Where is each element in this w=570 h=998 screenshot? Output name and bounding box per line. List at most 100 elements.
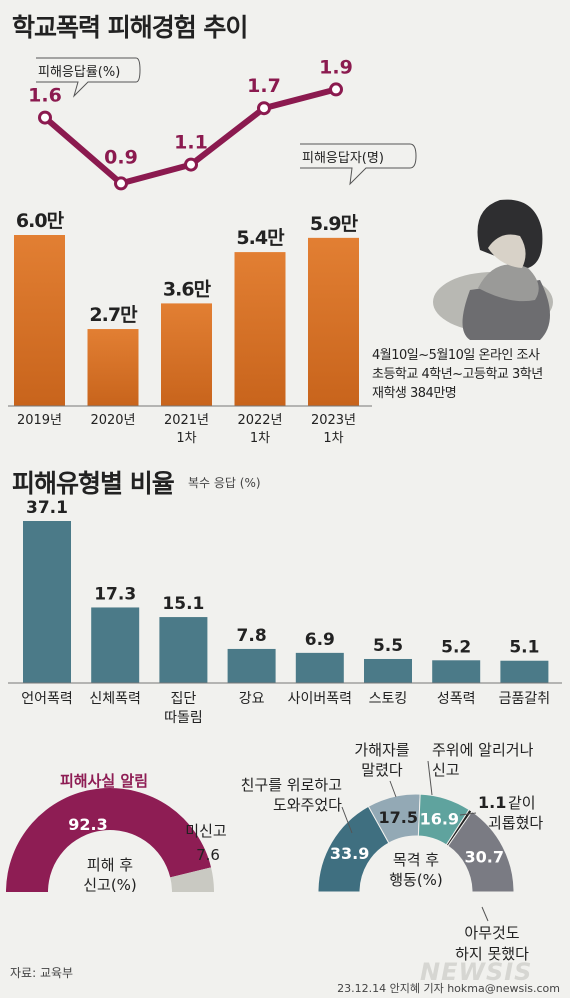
- x-tick-label: 1차: [176, 431, 196, 446]
- x-tick-label: 강요: [239, 691, 265, 707]
- count-bar: [14, 235, 65, 406]
- action-slice-label: 아무것도: [464, 924, 519, 942]
- count-bar-label: 2.7만: [89, 304, 138, 326]
- action-leader-line: [459, 812, 477, 816]
- action-center-label: 행동(%): [389, 871, 443, 889]
- x-tick-label: 언어폭력: [21, 691, 73, 707]
- type-bar: [364, 658, 412, 683]
- x-tick-label: 2022년: [237, 413, 282, 428]
- type-bar: [432, 660, 481, 683]
- x-tick-label: 금품갈취: [499, 691, 551, 707]
- crying-student-illustration: [433, 199, 553, 340]
- type-bar-label: 5.1: [509, 638, 539, 658]
- chart-title-trend: 학교폭력 피해경험 추이: [12, 13, 248, 42]
- rate-value-label: 1.6: [28, 85, 62, 107]
- rate-value-label: 0.9: [104, 146, 138, 168]
- x-tick-label: 사이버폭력: [288, 691, 352, 707]
- rate-value-label: 1.7: [247, 75, 281, 97]
- type-bar: [91, 607, 140, 683]
- type-bar: [500, 660, 549, 683]
- donut-charts: 92.3 미신고 7.6 피해 후신고(%) 33.9 17.5 16.9 30.7 목격 후…: [6, 741, 543, 963]
- action-slice-label: 가해자를: [354, 741, 409, 759]
- rate-point: [184, 157, 198, 172]
- type-bar-label: 15.1: [162, 594, 204, 614]
- action-slice-label: 친구를 위로하고: [241, 776, 342, 794]
- type-bar-label: 6.9: [305, 630, 335, 650]
- x-tick-label: 따돌림: [164, 710, 203, 726]
- type-bar-label: 7.8: [237, 626, 267, 646]
- trend-chart: 6.0만 2.7만 3.6만 5.4만 5.9만 1.6 0.9 1.1 1.7 1.9 201…: [8, 56, 553, 446]
- rate-point: [329, 82, 343, 97]
- rate-callout-bubble: [36, 57, 141, 98]
- type-bar: [23, 521, 71, 683]
- report-slice-value: 7.6: [196, 846, 220, 864]
- type-bar: [227, 648, 276, 683]
- count-bar: [87, 329, 139, 406]
- rate-legend-label: 피해응답률(%): [38, 65, 120, 80]
- count-bar-label: 5.9만: [310, 213, 359, 235]
- rate-value-label: 1.9: [319, 56, 353, 78]
- action-leader-line: [427, 760, 433, 796]
- x-tick-label: 1차: [250, 431, 270, 446]
- action-slice-value: 30.7: [464, 847, 503, 866]
- survey-note-line: 4월10일~5월10일 온라인 조사: [372, 348, 540, 363]
- survey-note: 4월10일~5월10일 온라인 조사 초등학교 4학년~고등학교 3학년 재학생…: [372, 346, 543, 403]
- x-tick-label: 2021년: [164, 413, 209, 428]
- count-bar-label: 6.0만: [16, 210, 65, 232]
- report-slice: [6, 787, 212, 892]
- type-bar-label: 17.3: [94, 584, 136, 604]
- x-tick-label: 1차: [323, 431, 343, 446]
- chart-title-types: 피해유형별 비율: [12, 469, 175, 498]
- action-slice-value: 17.5: [379, 808, 418, 827]
- type-bar-label: 5.2: [441, 637, 471, 657]
- rate-value-label: 1.1: [174, 132, 208, 154]
- action-slice-value: 1.1: [478, 793, 506, 812]
- count-callout-bubble: [300, 143, 417, 186]
- chart-subtitle-types: 복수 응답 (%): [188, 476, 261, 490]
- count-bar: [308, 237, 359, 406]
- credit-line: 23.12.14 안지혜 기자 hokma@newsis.com: [337, 982, 560, 995]
- action-slice-label: 같이: [508, 794, 536, 812]
- rate-point: [38, 110, 52, 125]
- type-bar-label: 37.1: [26, 498, 68, 518]
- count-bar: [161, 303, 212, 406]
- report-slice-value: 92.3: [68, 815, 107, 834]
- type-bar: [159, 617, 208, 683]
- source-label: 자료: 교육부: [10, 966, 74, 980]
- newsis-watermark: NEWSIS: [420, 958, 533, 986]
- count-bar: [234, 252, 286, 406]
- x-tick-label: 신체폭력: [89, 691, 141, 707]
- report-slice: [170, 867, 214, 892]
- action-slice-label: 말렸다: [361, 761, 403, 779]
- action-slice-value: 33.9: [330, 844, 369, 863]
- type-bar: [295, 652, 344, 683]
- action-slice-value: 16.9: [420, 810, 459, 829]
- count-bar-label: 3.6만: [163, 278, 212, 300]
- x-tick-label: 2020년: [90, 413, 135, 428]
- rate-point: [257, 101, 271, 116]
- count-bar-label: 5.4만: [236, 227, 285, 249]
- rate-point: [114, 176, 128, 191]
- action-leader-line: [341, 806, 353, 834]
- action-slice-label: 주위에 알리거나: [432, 741, 534, 759]
- survey-note-line: 초등학교 4학년~고등학교 3학년: [372, 367, 543, 382]
- x-tick-label: 성폭력: [437, 691, 476, 707]
- action-leader-line: [481, 906, 489, 922]
- report-slice-label: 미신고: [185, 822, 226, 840]
- x-tick-label: 스토킹: [369, 691, 408, 707]
- x-tick-label: 2019년: [17, 413, 62, 428]
- action-slice-label: 신고: [432, 761, 460, 779]
- x-tick-label: 집단: [171, 691, 197, 707]
- action-center-label: 목격 후: [393, 851, 439, 869]
- action-leader-line: [389, 780, 397, 798]
- action-slice: [447, 810, 515, 893]
- x-tick-label: 2023년: [311, 413, 356, 428]
- count-legend-label: 피해응답자(명): [302, 151, 384, 166]
- survey-note-line: 재학생 384만명: [372, 386, 457, 401]
- report-center-label: 신고(%): [83, 876, 137, 894]
- action-slice-label: 괴롭혔다: [488, 814, 543, 832]
- action-slice-label: 하지 못했다: [455, 945, 529, 963]
- type-bar-label: 5.5: [373, 636, 403, 656]
- types-chart: 37.1 17.3 15.1 7.8 6.9 5.5 5.2 5.1 언어폭력 신체폭력 집단따돌…: [8, 498, 562, 726]
